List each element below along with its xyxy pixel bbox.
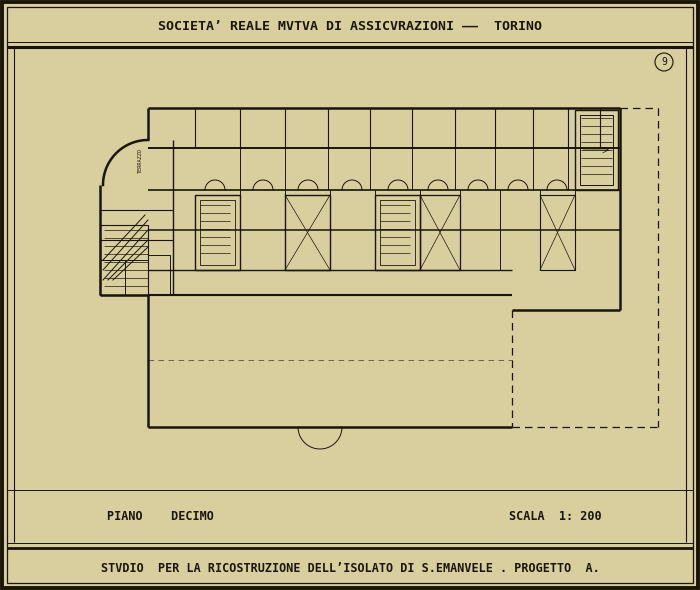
- Bar: [540, 195, 575, 270]
- Bar: [580, 115, 613, 185]
- Bar: [100, 225, 148, 295]
- Bar: [380, 200, 415, 265]
- Bar: [100, 260, 125, 295]
- Text: SCALA  1: 200: SCALA 1: 200: [509, 510, 601, 523]
- Text: 9: 9: [661, 57, 667, 67]
- Bar: [148, 255, 170, 295]
- Text: STVDIO  PER LA RICOSTRUZIONE DELL’ISOLATO DI S.EMANVELE . PROGETTO  A.: STVDIO PER LA RICOSTRUZIONE DELL’ISOLATO…: [101, 562, 599, 575]
- Bar: [375, 195, 420, 270]
- Bar: [575, 110, 618, 190]
- Text: TERRAZZO: TERRAZZO: [137, 148, 143, 173]
- Bar: [200, 200, 235, 265]
- Text: SOCIETA’ REALE MVTVA DI ASSICVRAZIONI ——  TORINO: SOCIETA’ REALE MVTVA DI ASSICVRAZIONI ——…: [158, 21, 542, 34]
- Bar: [420, 195, 460, 270]
- Bar: [285, 195, 330, 270]
- Bar: [195, 195, 240, 270]
- Text: PIANO    DECIMO: PIANO DECIMO: [106, 510, 214, 523]
